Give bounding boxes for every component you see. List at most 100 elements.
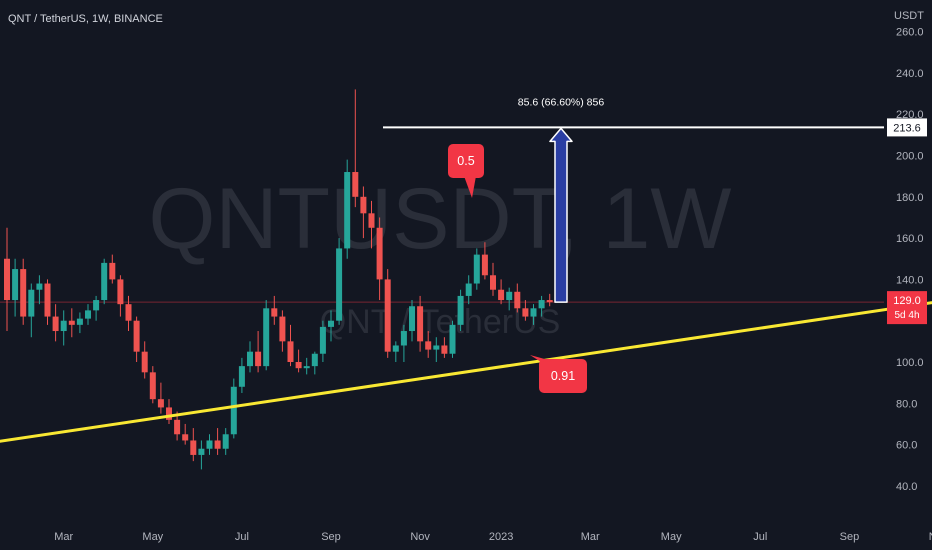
callout-box (448, 144, 484, 178)
candle-body (336, 248, 343, 321)
current-price-badge: 129.0 5d 4h (887, 291, 927, 325)
candle (117, 275, 124, 317)
candle-body (214, 440, 221, 449)
candle-body (125, 304, 132, 321)
x-tick-label: Nov (929, 531, 932, 543)
candle-body (287, 341, 294, 362)
trendlines-group (0, 301, 932, 443)
candle-body (368, 213, 375, 228)
x-tick-label: Mar (54, 531, 73, 543)
candle (481, 242, 488, 280)
candle (141, 341, 148, 379)
candle-body (498, 289, 505, 301)
candle-body (101, 262, 108, 301)
candle-body (449, 324, 456, 354)
target-price-badge-text: 213.6 (893, 122, 921, 134)
symbol-title[interactable]: QNT / TetherUS, 1W, BINANCE (8, 13, 163, 25)
candle-body (166, 407, 172, 420)
candle-body (328, 320, 334, 327)
y-tick-label: 240.0 (896, 68, 924, 80)
candle-body (392, 345, 399, 352)
candle-body (255, 351, 262, 367)
candle (4, 227, 10, 332)
y-tick-label: 80.0 (896, 398, 917, 410)
callout-ratio: 0.91 (530, 355, 587, 393)
candle-body (44, 283, 51, 317)
candle-body (433, 345, 440, 350)
candle (368, 200, 375, 249)
candle-body (28, 289, 35, 317)
x-tick-label: Nov (410, 531, 430, 543)
candle-body (206, 440, 213, 449)
candle (76, 312, 83, 334)
candle (36, 275, 43, 305)
candle-body (247, 351, 253, 367)
candle-body (352, 172, 359, 197)
candle-body (425, 341, 432, 350)
candle (465, 275, 472, 305)
candle-body (441, 345, 448, 354)
callout-text: 0.5 (457, 154, 474, 168)
candle-body (400, 331, 407, 346)
candle-body (36, 283, 43, 290)
candle (384, 269, 391, 358)
candle (182, 423, 189, 445)
candle (60, 310, 67, 346)
candle-body (303, 366, 310, 369)
y-axis[interactable]: 40.0 60.0 80.0 100.0 140.0 160.0 180.0 200.0 220… (887, 27, 927, 493)
measure-label: 85.6 (66.60%) 856 (518, 96, 605, 108)
candle (166, 399, 172, 424)
y-tick-label: 200.0 (896, 151, 924, 163)
candle-body (538, 300, 545, 309)
candle-body (465, 283, 472, 296)
candle (271, 295, 278, 325)
candle (44, 279, 51, 325)
callout-half: 0.5 (448, 144, 484, 198)
candle-body (4, 258, 10, 301)
candle (522, 300, 529, 321)
candle-body (238, 366, 245, 387)
candle (52, 304, 59, 342)
candle (409, 300, 415, 342)
candle (506, 287, 513, 311)
x-tick-label: Jul (235, 531, 249, 543)
candle (93, 295, 100, 321)
measurement-group: 85.6 (66.60%) 856 (383, 96, 884, 303)
candle-body (20, 269, 27, 317)
candle-body (376, 227, 383, 280)
candle (247, 341, 253, 373)
candle (263, 300, 270, 371)
candle-body (76, 318, 83, 325)
candle (352, 89, 359, 208)
candle (319, 320, 326, 362)
candle (125, 295, 132, 332)
candle-body (473, 254, 480, 284)
candle (425, 331, 432, 358)
candle-body (271, 308, 278, 317)
target-price-badge-bg (887, 118, 927, 137)
callouts-group: 0.5 0.91 (448, 144, 587, 393)
candle (441, 337, 448, 358)
watermark-main: QNTUSDT, 1W (149, 171, 732, 267)
candle-body (263, 308, 270, 367)
candle-body (311, 353, 318, 367)
currency-label: USDT (894, 10, 924, 22)
candle (392, 341, 399, 362)
candle-body (409, 306, 415, 332)
candle (449, 320, 456, 358)
candle (376, 217, 383, 301)
candle-body (546, 300, 553, 303)
current-price-countdown: 5d 4h (894, 310, 919, 321)
candle-body (384, 279, 391, 352)
measure-arrow (549, 127, 573, 303)
x-axis[interactable]: Mar May Jul Sep Nov 2023 Mar May Jul Sep Nov (54, 531, 932, 543)
y-tick-label: 260.0 (896, 27, 924, 39)
candle-body (190, 440, 197, 455)
candle-body (279, 316, 286, 342)
candle (206, 434, 213, 455)
candle (400, 324, 407, 362)
candle (133, 316, 140, 362)
candle (360, 186, 367, 239)
